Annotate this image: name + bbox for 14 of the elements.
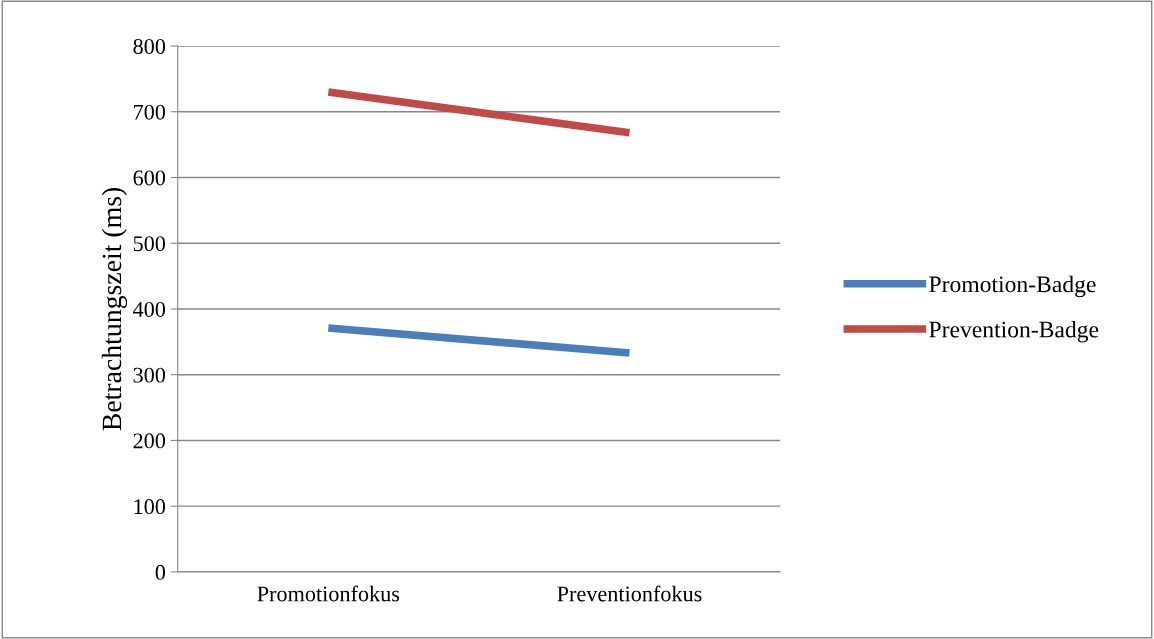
- y-tick-label: 400: [133, 301, 166, 317]
- y-tick-label: 500: [133, 236, 166, 252]
- legend-label: Prevention-Badge: [929, 320, 1099, 343]
- x-tick-label: Preventionfokus: [557, 585, 702, 602]
- y-axis-title: Betrachtungszeit (ms): [101, 187, 128, 431]
- y-tick-label: 200: [133, 433, 166, 449]
- x-tick-label: Promotionfokus: [257, 585, 400, 602]
- y-tick-label: 600: [133, 170, 166, 186]
- y-tick-label: 800: [133, 38, 166, 54]
- y-tick-label: 100: [134, 499, 166, 515]
- y-tick-label: 700: [134, 104, 166, 120]
- y-tick-label: 300: [133, 367, 166, 383]
- legend-label: Promotion-Badge: [929, 275, 1096, 298]
- y-tick-label: 0: [155, 564, 166, 580]
